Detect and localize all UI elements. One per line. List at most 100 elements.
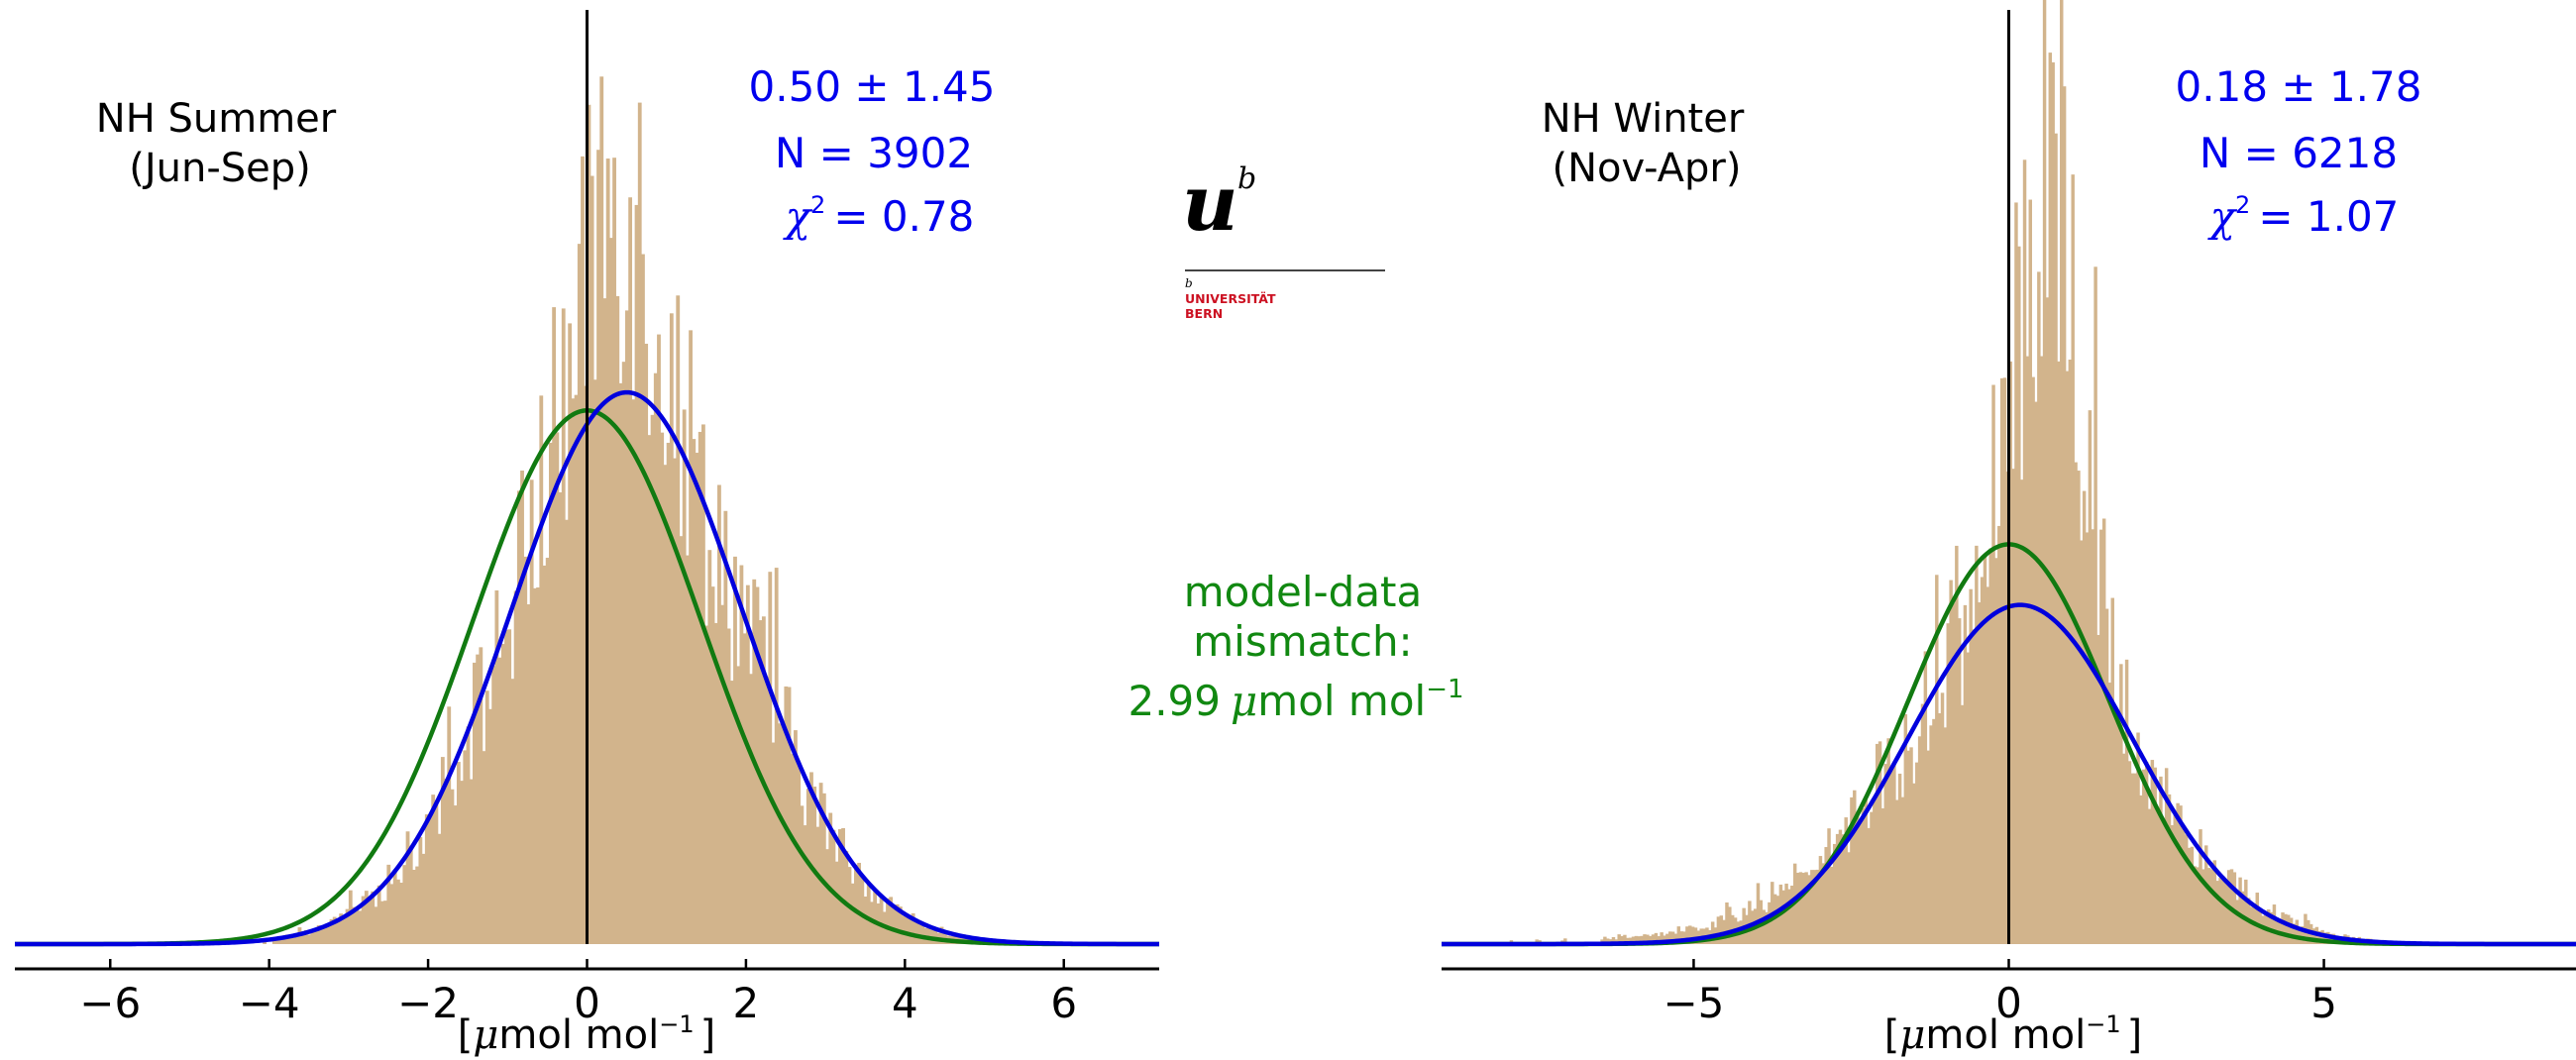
stats-chi2: χ2 = 0.78 (783, 191, 975, 241)
histogram-bar (1626, 937, 1630, 944)
histogram-bar (866, 882, 871, 944)
histogram-bar (2124, 659, 2129, 944)
histogram-bar (666, 442, 671, 944)
histogram-bar (2261, 915, 2265, 944)
histogram-bar (902, 915, 906, 944)
x-tick-label: −6 (79, 979, 141, 1027)
logo-small-b: b (1185, 276, 1193, 290)
histogram-bar (1972, 629, 1976, 944)
histogram-bar (418, 837, 423, 944)
histogram-bar (323, 927, 328, 944)
histogram-bar (571, 398, 576, 944)
histogram-bar (2116, 711, 2120, 944)
histogram-bar (2238, 877, 2242, 944)
histogram-bar (1801, 873, 1805, 944)
histogram-bar (284, 934, 289, 944)
histogram-bar (2096, 634, 2100, 944)
histogram-bar (1654, 932, 1659, 944)
histogram-bar (733, 556, 737, 944)
histogram-bar (2221, 876, 2225, 944)
histogram-bar (689, 330, 693, 944)
histogram-bar (313, 928, 318, 944)
histogram-bar (1975, 545, 1979, 944)
histogram-bar (1651, 934, 1656, 944)
histogram-bar (281, 938, 286, 944)
histogram-bar (1915, 762, 1919, 944)
histogram-bar (1850, 796, 1854, 944)
histogram-bar (749, 674, 753, 944)
histogram-bar (669, 313, 674, 944)
histogram-bar (396, 879, 400, 944)
histogram-bar (857, 862, 862, 944)
histogram-bar (2136, 732, 2140, 944)
histogram-bar (2176, 802, 2180, 944)
histogram-bar (383, 901, 387, 944)
histogram-bar (516, 490, 521, 944)
histogram-bar (745, 584, 750, 944)
histogram-bar (2224, 881, 2228, 944)
histogram-bar (1617, 934, 1621, 944)
x-tick-label: 0 (1995, 979, 2022, 1027)
mismatch-line1: model-data (1184, 568, 1423, 616)
histogram-bar (2249, 906, 2254, 944)
histogram-bar (1870, 811, 1874, 944)
histogram-bar (1812, 870, 1817, 944)
histogram-bar (2215, 881, 2219, 944)
histogram-bar (379, 901, 384, 944)
histogram-bar (2281, 912, 2285, 944)
histogram-bar (450, 789, 455, 944)
histogram-bar (2060, 0, 2064, 945)
histogram-bar (368, 900, 372, 944)
histogram-bar (695, 453, 699, 944)
histogram-bar (1810, 870, 1814, 944)
histogram-bar (1835, 833, 1840, 944)
histogram-bar (1994, 558, 1998, 944)
histogram-bar (2182, 827, 2186, 944)
histogram-bar (2113, 717, 2117, 944)
histogram-bar (2054, 133, 2058, 944)
histogram-bar (1631, 936, 1636, 944)
histogram-bar (1980, 577, 1985, 944)
histogram-bar (908, 914, 912, 944)
histogram-bar (2057, 361, 2061, 945)
histogram-bar (386, 864, 391, 944)
histogram-bar (1844, 817, 1848, 944)
histogram-bar (374, 906, 378, 944)
histogram-bar (641, 254, 645, 944)
histogram-bar (1690, 926, 1695, 944)
histogram-bar (2323, 932, 2327, 944)
histogram-bar (825, 849, 829, 944)
histogram-bar (415, 866, 420, 944)
histogram-bar (476, 654, 481, 944)
histogram-bar (713, 622, 718, 944)
histogram-bar (2173, 811, 2177, 944)
histogram-bar (2317, 930, 2321, 944)
histogram-bar (345, 908, 350, 944)
histogram-bar (542, 565, 547, 944)
histogram-bar (781, 724, 786, 944)
histogram-bar (1940, 692, 1945, 944)
histogram-bar (348, 890, 353, 944)
histogram-bar (599, 76, 604, 945)
x-tick-label: −5 (1663, 979, 1724, 1027)
histogram-bar (2082, 490, 2087, 944)
histogram-bar (1935, 575, 1939, 944)
histogram-bar (631, 399, 636, 945)
histogram-bar (456, 762, 461, 944)
histogram-bar (2039, 356, 2044, 944)
histogram-bar (523, 556, 528, 944)
histogram-bar (821, 793, 826, 944)
histogram-bar (1923, 651, 1928, 944)
histogram-bar (765, 677, 769, 944)
histogram-bar (660, 432, 665, 944)
histogram-bar (962, 934, 966, 944)
histogram-bar (698, 431, 702, 944)
histogram-bar (657, 334, 661, 945)
histogram-bar (860, 875, 865, 944)
histogram-bar (510, 679, 515, 944)
histogram-bar (444, 778, 448, 944)
histogram-bar (491, 666, 496, 944)
histogram-bar (1912, 783, 1916, 944)
x-axis-label-summer: [μmol mol−1] (458, 1010, 715, 1058)
histogram-bar (1920, 703, 1925, 944)
